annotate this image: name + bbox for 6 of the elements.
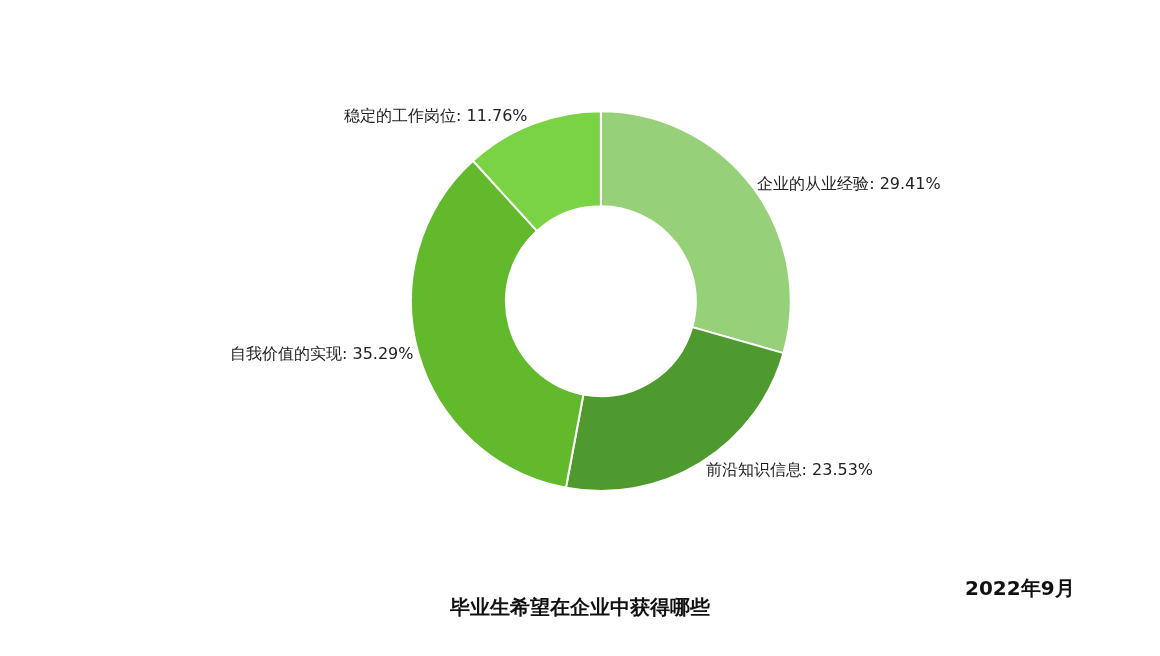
slice-label: 稳定的工作岗位: 11.76% bbox=[344, 106, 528, 126]
text: 2022年9月 bbox=[965, 576, 1075, 600]
slice-label: 企业的从业经验: 29.41% bbox=[757, 173, 941, 193]
text: 毕业生希望在企业中获得哪些 bbox=[449, 594, 710, 619]
slice-label: 自我价值的实现: 35.29% bbox=[229, 344, 414, 364]
slice-label: 前沿知识信息: 23.53% bbox=[705, 459, 874, 479]
